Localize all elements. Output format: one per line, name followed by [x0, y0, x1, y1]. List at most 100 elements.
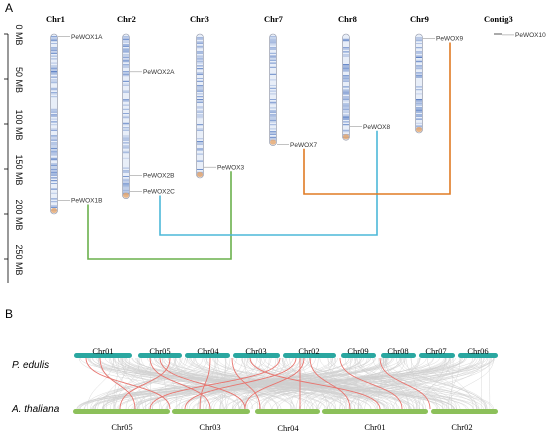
top-chr-bar-6	[341, 353, 376, 358]
synteny-link	[122, 357, 293, 410]
gene-label: PeWOX1B	[71, 198, 102, 205]
chromosome-chr1	[50, 33, 58, 215]
synteny-link	[445, 357, 474, 410]
bottom-chr-bar-2	[172, 409, 250, 414]
gene-label: PeWOX2C	[143, 189, 175, 196]
top-chr-label-8: Chr07	[425, 346, 446, 356]
gene-pewox2c: PeWOX2C	[130, 189, 175, 196]
bottom-chr-bar-1	[73, 409, 170, 414]
synteny-link	[203, 357, 353, 410]
bottom-chr-label-1: Chr05	[111, 422, 132, 432]
synteny-link	[182, 357, 383, 410]
gene-pewox2b: PeWOX2B	[130, 173, 174, 180]
panel-a-label: A	[5, 1, 13, 15]
highlight-link-15	[159, 357, 246, 410]
synteny-link	[113, 357, 127, 410]
scale-label: 0 MB	[14, 24, 24, 45]
top-chr-bar-1	[74, 353, 132, 358]
gene-pewox9: PeWOX9	[423, 36, 463, 43]
chr-label-chr7: Chr7	[264, 14, 284, 24]
top-chr-bar-3	[185, 353, 230, 358]
synteny-link	[357, 357, 482, 410]
link-pewox2c-pewox8	[159, 130, 378, 236]
synteny-link	[97, 357, 144, 410]
top-chr-label-1: Chr01	[92, 346, 113, 356]
scale-label: 150 MB	[14, 154, 24, 185]
bottom-chr-bar-5	[431, 409, 498, 414]
synteny-link	[89, 357, 262, 410]
synteny-link	[78, 357, 241, 410]
top-chr-label-5: Chr02	[298, 346, 319, 356]
gene-pewox7: PeWOX7	[277, 142, 317, 149]
chromosome-chr7	[269, 33, 277, 146]
chr-label-chr2: Chr2	[117, 14, 136, 24]
synteny-link	[151, 357, 312, 410]
synteny-link	[348, 357, 473, 410]
bottom-chr-bar-3	[255, 409, 320, 414]
gene-label: PeWOX7	[290, 142, 317, 149]
top-chr-label-2: Chr05	[149, 346, 170, 356]
scale-label: 200 MB	[14, 199, 24, 230]
species-top-label: P. edulis	[12, 360, 49, 371]
highlight-link-12	[339, 357, 403, 410]
gene-label: PeWOX1A	[71, 34, 103, 41]
synteny-link	[162, 357, 168, 410]
chromosome-ideograms	[50, 33, 502, 215]
top-chr-label-7: Chr08	[387, 346, 408, 356]
top-chr-label-6: Chr09	[347, 346, 368, 356]
bottom-chr-label-4: Chr01	[364, 422, 385, 432]
synteny-link	[109, 357, 188, 410]
synteny-link	[329, 357, 486, 410]
synteny-link	[226, 357, 262, 410]
gene-pewox3: PeWOX3	[204, 164, 244, 171]
synteny-link	[113, 357, 119, 410]
scale-label: 250 MB	[14, 244, 24, 275]
synteny-link	[451, 357, 454, 410]
chr-label-chr9: Chr9	[410, 14, 429, 24]
bottom-chromosome-bars	[73, 409, 498, 414]
top-chr-bar-8	[419, 353, 455, 358]
synteny-link	[114, 357, 161, 410]
highlight-link-8	[184, 357, 297, 410]
synteny-link	[217, 357, 424, 410]
link-pewox7-pewox9	[303, 42, 451, 195]
highlight-link-1	[85, 357, 171, 410]
scale-ticks: 0 MB 50 MB 100 MB 150 MB 200 MB 250 MB	[4, 24, 24, 276]
top-chr-label-3: Chr04	[197, 346, 219, 356]
chr-label-contig3: Contig3	[484, 14, 513, 24]
top-chr-label-9: Chr06	[467, 346, 488, 356]
highlight-link-6	[231, 357, 261, 410]
top-chr-bar-9	[458, 353, 498, 358]
synteny-link	[165, 357, 362, 410]
synteny-link	[101, 357, 267, 410]
collinearity-links-a	[87, 42, 451, 260]
chromosome-chr2	[122, 33, 130, 199]
synteny-link	[306, 357, 394, 410]
synteny-link	[194, 357, 411, 410]
synteny-link	[121, 357, 147, 410]
chromosome-chr8	[342, 33, 350, 141]
link-pewox1b-pewox3	[87, 171, 232, 260]
chromosome-chr3	[196, 33, 204, 179]
top-chr-bar-2	[138, 353, 182, 358]
synteny-link	[224, 357, 495, 410]
top-chr-bar-4	[233, 353, 280, 358]
synteny-link	[418, 357, 452, 410]
synteny-link	[248, 357, 437, 410]
highlight-link-3	[149, 357, 211, 410]
top-chr-bar-7	[381, 353, 416, 358]
synteny-link	[403, 357, 486, 410]
gene-label: PeWOX2B	[143, 173, 174, 180]
gene-label: PeWOX8	[363, 124, 390, 131]
synteny-link	[242, 357, 281, 410]
synteny-link	[178, 357, 218, 410]
highlight-link-4	[119, 357, 171, 410]
synteny-link	[243, 357, 270, 410]
scale-label: 50 MB	[14, 67, 24, 93]
highlight-link-11	[309, 357, 351, 410]
chr-label-chr3: Chr3	[190, 14, 209, 24]
synteny-link	[102, 357, 131, 410]
gene-label: PeWOX2A	[143, 69, 175, 76]
highlight-link-5	[199, 357, 211, 410]
